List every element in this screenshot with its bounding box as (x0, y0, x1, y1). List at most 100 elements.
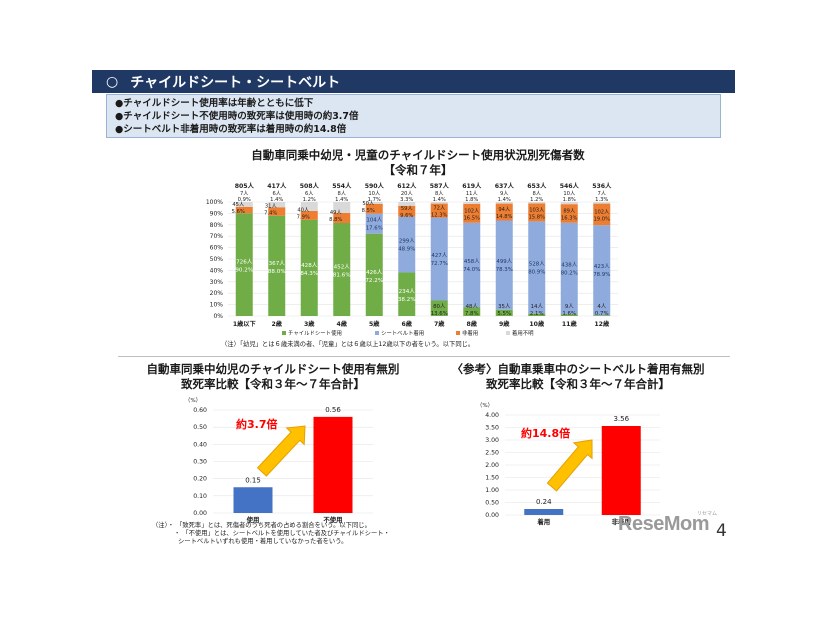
unknown-count-label: 6人 (305, 190, 314, 197)
non-use-count-label: 102人 (464, 207, 479, 214)
arrow-shape (546, 439, 593, 492)
unknown-pct-label: 1.2% (303, 197, 316, 203)
bar-segment-unknown (463, 201, 481, 204)
chart-gridlines (228, 201, 618, 317)
summary-line: ●シートベルト非着用時の致死率は着用時の約14.8倍 (115, 124, 347, 135)
child-seat-pct-label: 2.1% (530, 311, 544, 317)
x-tick-label: 4歳 (337, 320, 348, 328)
total-label: 417人 (267, 182, 287, 190)
total-label: 590人 (365, 182, 385, 190)
legend-label: チャイルドシート使用 (288, 329, 342, 337)
ratio-annotation: 約14.8倍 (521, 426, 570, 440)
non-use-count-label: 89人 (563, 207, 575, 214)
bar-segment-unknown (300, 201, 318, 211)
x-tick-label: 6歳 (402, 320, 413, 328)
non-use-pct-label: 12.3% (431, 213, 448, 219)
child-seat-count-label: 452人 (334, 263, 351, 270)
bar-segment-unknown (398, 202, 416, 206)
seatbelt-pct-label: 17.6% (366, 226, 383, 232)
bar-segment-non_use (528, 203, 546, 222)
non-use-pct-label: 15.8% (529, 214, 546, 220)
non-use-count-label: 102人 (594, 208, 609, 215)
y-tick-label: 100% (206, 199, 223, 206)
total-label: 554人 (332, 182, 352, 190)
unknown-pct-label: 0.9% (238, 197, 251, 203)
y-tick-label: 0.20 (193, 476, 207, 483)
y-axis-ticks: 0% 10% 20% 30% 40% 50% 60% 70% 80% 90% 100% (206, 199, 223, 320)
unknown-count-label: 7人 (598, 190, 607, 197)
y-tick-label: 0.50 (485, 500, 499, 507)
x-tick-label: 1歳以下 (233, 320, 256, 328)
page-number: 4 (716, 521, 727, 541)
note-line: ・ 「不使用」とは、シートベルトを使用していた者及びチャイルドシート・ (174, 530, 390, 537)
x-tick-label: 使用 (246, 515, 260, 524)
child-seat-count-label: 367人 (269, 260, 286, 267)
non-use-count-label: 40人 (297, 206, 309, 213)
x-tick-label: 8歳 (467, 320, 478, 328)
non-use-pct-label: 5.6% (232, 209, 245, 215)
child-seat-count-label: 48人 (466, 303, 479, 310)
y-tick-label: 20% (210, 290, 224, 297)
circle-icon: ○ (106, 73, 119, 90)
y-tick-label: 1.00 (485, 487, 499, 494)
bar-segment-non_use (235, 206, 253, 214)
non-use-count-label: 50人 (362, 200, 374, 207)
x-tick-label: 10歳 (529, 320, 545, 328)
unknown-count-label: 8人 (533, 190, 542, 197)
child-seat-count-label: 9人 (565, 303, 574, 310)
y-tick-label: 0.10 (193, 493, 207, 500)
child-seat-pct-label: 72.2% (365, 278, 383, 284)
seatbelt-count-label: 104人 (366, 217, 382, 224)
bar-segment-child_seat (593, 315, 611, 316)
main-chart-note: （注）「幼児」とは６歳未満の者、「児童」とは６歳以上12歳以下の者をいう。以下同… (221, 341, 475, 348)
fatality-notes: （注）・ 「致死率」とは、死傷者のうち死者の占める割合をいう。以下同じ。 ・ 「… (152, 522, 390, 546)
bar-segment-unknown (430, 202, 448, 204)
child-seat-pct-label: 7.8% (465, 311, 479, 317)
total-label: 619人 (462, 182, 482, 190)
bar-segment-non_use (333, 212, 351, 223)
y-tick-label: 50% (210, 256, 224, 263)
non-use-count-label: 72人 (433, 205, 445, 212)
arrow-shape (256, 425, 306, 477)
bar-segment-seatbelt (560, 222, 578, 315)
child-seat-pct-label: 1.6% (562, 311, 576, 317)
bar-segment-non_use (593, 203, 611, 226)
seatbelt-count-label: 427人 (431, 252, 447, 259)
y-tick-label: 10% (210, 302, 224, 309)
seatbelt-pct-label: 78.3% (496, 267, 513, 273)
seatbelt-count-label: 499人 (496, 258, 512, 265)
unknown-count-label: 6人 (273, 190, 282, 197)
value-label: 0.24 (536, 498, 552, 506)
unknown-pct-label: 1.4% (433, 197, 446, 203)
y-tick-label: 1.50 (485, 475, 499, 482)
y-tick-label: 0.00 (193, 510, 207, 517)
non-use-pct-label: 14.8% (496, 214, 513, 220)
legend-swatch (375, 331, 379, 335)
unknown-pct-label: 1.7% (368, 197, 381, 203)
non-use-count-label: 59人 (401, 205, 413, 212)
y-tick-label: 80% (210, 222, 224, 229)
bar-segment-child_seat (268, 215, 286, 316)
bar-segment-unknown (333, 202, 351, 213)
child-seat-count-label: 4人 (597, 303, 606, 310)
y-tick-label: 0.00 (485, 512, 499, 519)
bar-segment-child_seat (333, 222, 351, 316)
y-tick-label: 0% (213, 313, 223, 320)
total-label: 653人 (527, 182, 547, 190)
child-seat-pct-label: 84.3% (300, 271, 318, 277)
seatbelt-pct-label: 48.9% (398, 247, 415, 253)
total-label: 587人 (430, 182, 450, 190)
total-label: 536人 (592, 182, 612, 190)
bar-segment-non_use (560, 204, 578, 223)
y-tick-label: 0.40 (193, 441, 207, 448)
x-tick-label: 9歳 (499, 320, 510, 328)
child-seat-pct-label: 81.6% (333, 272, 351, 278)
non-use-pct-label: 7.9% (297, 214, 310, 220)
y-axis-unit: （%） (477, 402, 494, 409)
non-use-pct-label: 16.3% (561, 215, 578, 221)
right-chart-heading: 〈参考〉自動車乗車中のシートベルト着用有無別 致死率比較【令和３年～７年合計】 (428, 362, 728, 392)
main-chart-heading: 自動車同乗中幼児・児童のチャイルドシート使用状況別死傷者数 【令和７年】 (188, 148, 648, 178)
left-chart-heading: 自動車同乗中幼児のチャイルドシート使用有無別 致死率比較【令和３年～７年合計】 (128, 362, 418, 392)
